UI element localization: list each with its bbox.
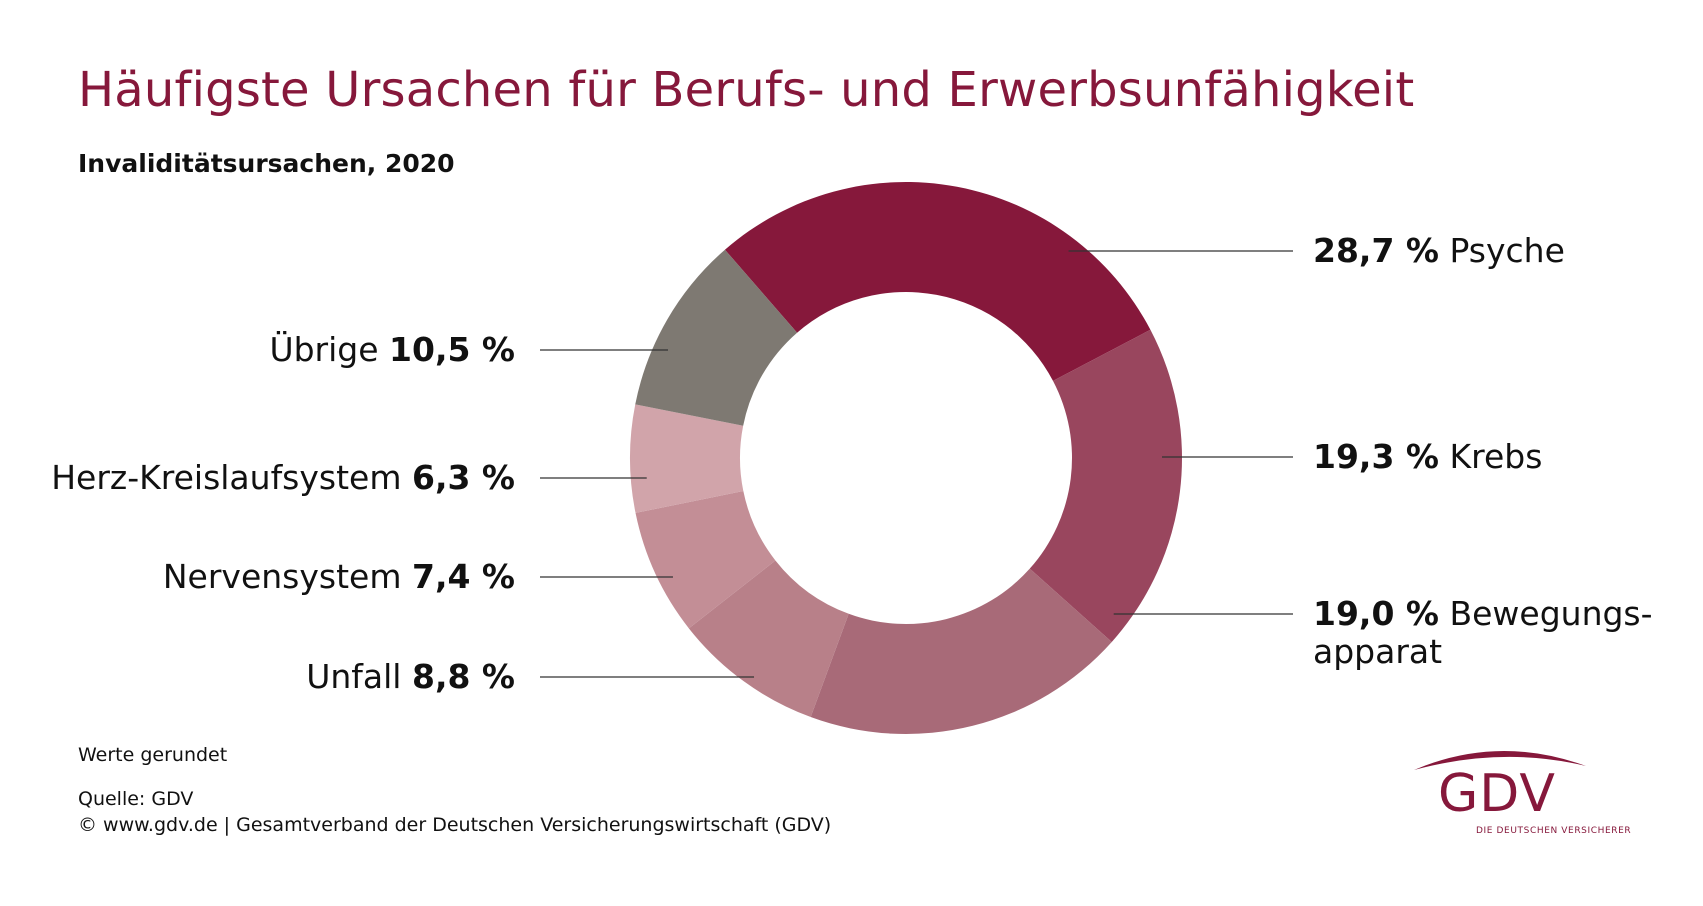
source-note: Quelle: GDV bbox=[78, 788, 194, 810]
donut-slice-psyche bbox=[724, 181, 1151, 381]
donut-slice--brige bbox=[635, 249, 798, 426]
slice-label-psyche: 28,7 % Psyche bbox=[1313, 231, 1565, 270]
gdv-logo: GDV DIE DEUTSCHEN VERSICHERER bbox=[1408, 740, 1631, 840]
donut-slice-bewegungsapparat bbox=[810, 568, 1112, 734]
logo-text: GDV bbox=[1438, 764, 1556, 824]
slice-label-unfall: Unfall 8,8 % bbox=[306, 657, 515, 696]
copyright-note: © www.gdv.de | Gesamtverband der Deutsch… bbox=[78, 814, 832, 836]
logo-tagline: DIE DEUTSCHEN VERSICHERER bbox=[1476, 826, 1632, 836]
slice-label-line2-bewegungsapparat: apparat bbox=[1313, 632, 1442, 671]
donut-slice-krebs bbox=[1029, 329, 1182, 642]
logo-arc-icon bbox=[1414, 750, 1586, 770]
chart-title: Häufigste Ursachen für Berufs- und Erwer… bbox=[78, 62, 1415, 118]
slice-label-bewegungsapparat: 19,0 % Bewegungs- bbox=[1313, 594, 1653, 633]
rounding-note: Werte gerundet bbox=[78, 744, 228, 766]
donut-slice-unfall bbox=[688, 560, 849, 718]
slice-label-krebs: 19,3 % Krebs bbox=[1313, 437, 1542, 476]
donut-slice-herz-kreislaufsystem bbox=[630, 404, 744, 513]
chart-subtitle: Invaliditätsursachen, 2020 bbox=[78, 149, 455, 178]
donut-slice-nervensystem bbox=[635, 491, 776, 629]
slice-label-nervensystem: Nervensystem 7,4 % bbox=[163, 557, 515, 596]
slice-label--brige: Übrige 10,5 % bbox=[269, 329, 515, 369]
slice-label-herz-kreislaufsystem: Herz-Kreislaufsystem 6,3 % bbox=[51, 458, 515, 497]
